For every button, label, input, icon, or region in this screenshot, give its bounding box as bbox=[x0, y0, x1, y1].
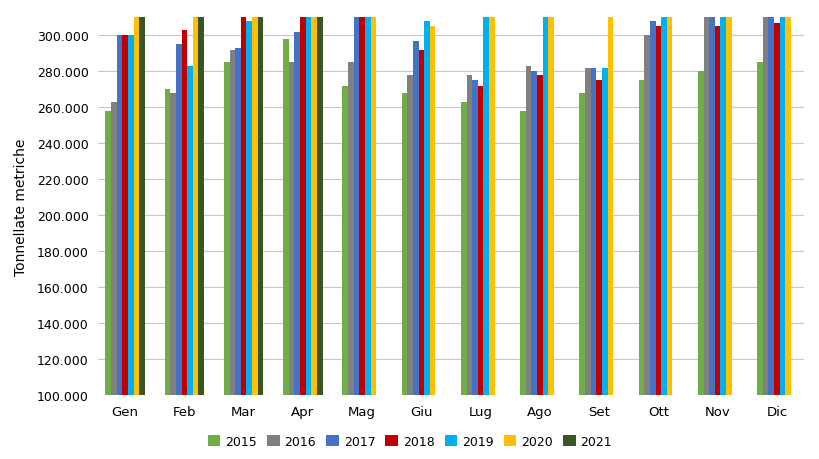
Legend: 2015, 2016, 2017, 2018, 2019, 2020, 2021: 2015, 2016, 2017, 2018, 2019, 2020, 2021 bbox=[202, 430, 617, 453]
Bar bbox=[283, 40, 288, 395]
Bar bbox=[579, 94, 585, 395]
Bar bbox=[300, 0, 305, 395]
Bar bbox=[477, 86, 483, 395]
Bar bbox=[187, 67, 192, 395]
Bar bbox=[595, 81, 601, 395]
Bar bbox=[714, 28, 720, 395]
Bar bbox=[192, 0, 198, 395]
Bar bbox=[649, 22, 655, 395]
Bar bbox=[342, 86, 347, 395]
Bar bbox=[401, 94, 407, 395]
Bar bbox=[460, 103, 466, 395]
Bar bbox=[720, 0, 726, 395]
Bar bbox=[466, 76, 472, 395]
Bar bbox=[423, 22, 429, 395]
Bar bbox=[288, 63, 294, 395]
Bar bbox=[660, 18, 666, 395]
Bar bbox=[251, 0, 257, 395]
Bar bbox=[311, 0, 316, 395]
Bar bbox=[235, 49, 241, 395]
Bar bbox=[483, 0, 488, 395]
Bar bbox=[429, 28, 435, 395]
Bar bbox=[181, 31, 187, 395]
Bar bbox=[413, 42, 418, 395]
Bar bbox=[726, 0, 731, 395]
Bar bbox=[364, 9, 370, 395]
Bar bbox=[590, 68, 595, 395]
Bar bbox=[122, 36, 128, 395]
Bar bbox=[638, 81, 644, 395]
Bar bbox=[601, 68, 607, 395]
Bar bbox=[246, 22, 251, 395]
Bar bbox=[607, 0, 613, 395]
Bar bbox=[170, 94, 175, 395]
Bar bbox=[165, 90, 170, 395]
Bar bbox=[779, 0, 785, 395]
Bar bbox=[767, 4, 773, 395]
Bar bbox=[536, 76, 542, 395]
Bar bbox=[316, 0, 322, 395]
Bar bbox=[525, 67, 531, 395]
Bar bbox=[359, 9, 364, 395]
Bar bbox=[548, 9, 554, 395]
Bar bbox=[175, 45, 181, 395]
Bar bbox=[111, 103, 116, 395]
Bar bbox=[542, 0, 548, 395]
Bar bbox=[519, 112, 525, 395]
Bar bbox=[305, 9, 311, 395]
Bar bbox=[762, 4, 767, 395]
Bar bbox=[472, 81, 477, 395]
Bar bbox=[666, 0, 672, 395]
Bar bbox=[756, 63, 762, 395]
Bar bbox=[655, 28, 660, 395]
Bar bbox=[198, 0, 204, 395]
Bar bbox=[697, 72, 703, 395]
Bar bbox=[347, 63, 353, 395]
Bar bbox=[128, 36, 133, 395]
Bar bbox=[773, 24, 779, 395]
Bar bbox=[353, 6, 359, 395]
Bar bbox=[105, 112, 111, 395]
Bar bbox=[703, 0, 708, 395]
Bar bbox=[418, 50, 423, 395]
Bar bbox=[370, 0, 376, 395]
Bar bbox=[241, 0, 246, 395]
Y-axis label: Tonnellate metriche: Tonnellate metriche bbox=[15, 138, 29, 275]
Bar bbox=[407, 76, 413, 395]
Bar bbox=[585, 68, 590, 395]
Bar bbox=[229, 50, 235, 395]
Bar bbox=[644, 36, 649, 395]
Bar bbox=[224, 63, 229, 395]
Bar bbox=[531, 72, 536, 395]
Bar bbox=[785, 0, 790, 395]
Bar bbox=[294, 33, 300, 395]
Bar bbox=[139, 0, 145, 395]
Bar bbox=[488, 4, 494, 395]
Bar bbox=[116, 36, 122, 395]
Bar bbox=[708, 0, 714, 395]
Bar bbox=[133, 0, 139, 395]
Bar bbox=[257, 0, 263, 395]
